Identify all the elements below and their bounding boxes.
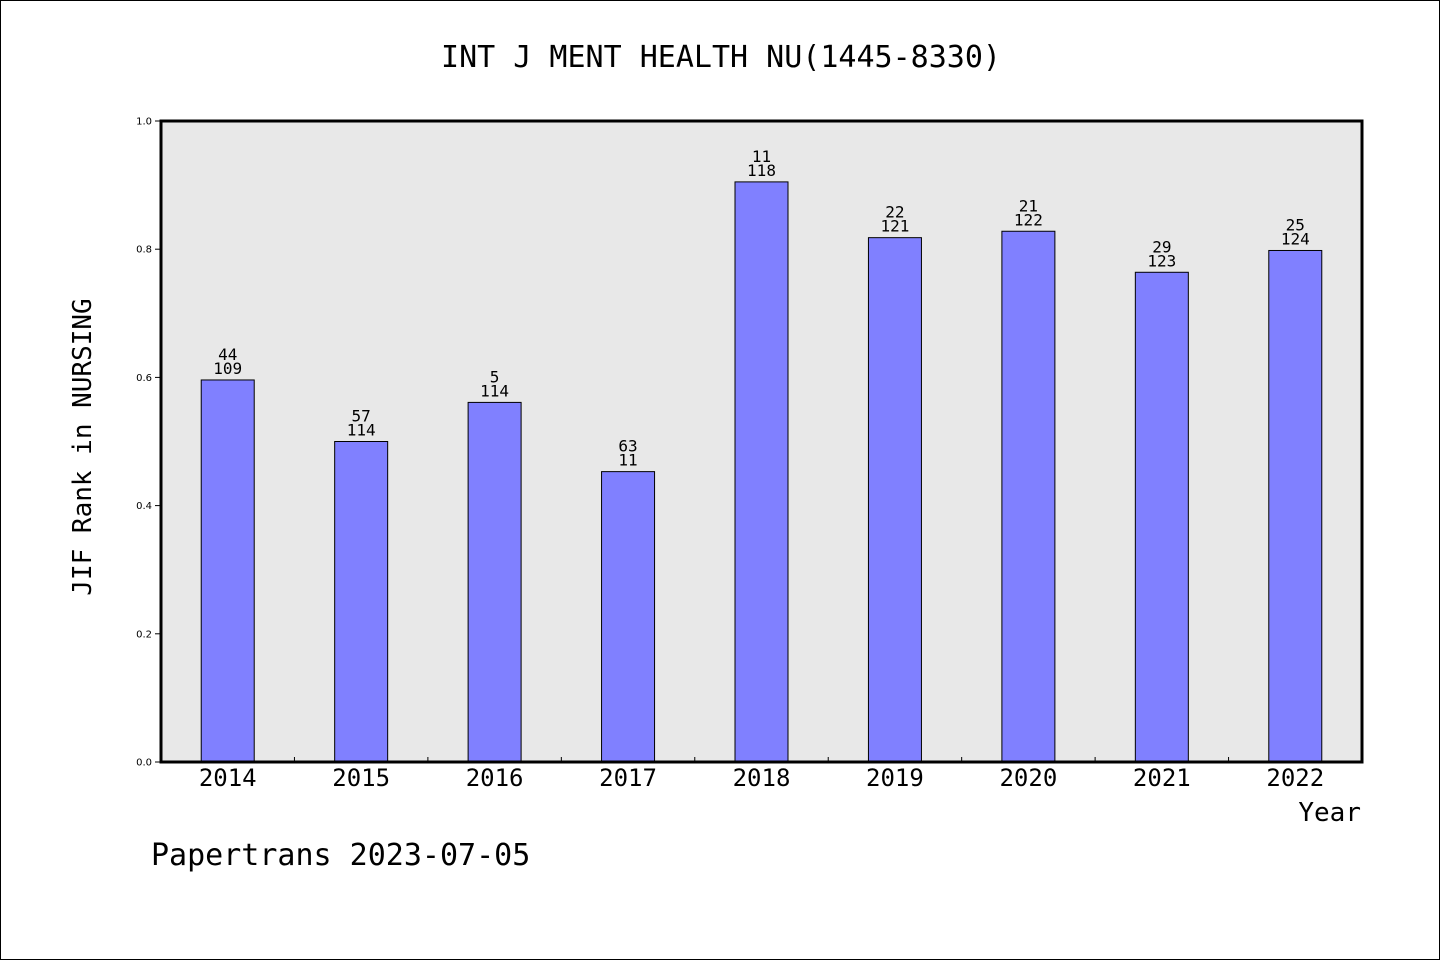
bar-total-label-2015: 114 [347, 421, 376, 440]
bar-total-label-2020: 122 [1014, 210, 1043, 229]
bar-rank-label-2014: 44 [218, 345, 237, 364]
chart-title: INT J MENT HEALTH NU(1445-8330) [441, 40, 1001, 75]
y-tick-label-0.2: 0.2 [136, 629, 152, 640]
source-footer: Papertrans 2023-07-05 [151, 838, 530, 873]
y-tick-label-0.4: 0.4 [136, 501, 152, 512]
bar-total-label-2014: 109 [213, 359, 242, 378]
bar-2020 [1001, 230, 1056, 763]
bar-rank-label-2022: 25 [1286, 215, 1305, 234]
x-tick-label-2018: 2018 [733, 764, 791, 792]
x-tick-label-2020: 2020 [999, 764, 1057, 792]
x-axis-label: Year [1298, 798, 1361, 828]
x-tick-label-2017: 2017 [599, 764, 657, 792]
y-tick-label-1.0: 1.0 [136, 117, 152, 128]
bars-group [200, 181, 1323, 763]
bar-2018 [734, 181, 789, 763]
x-tick-label-2014: 2014 [199, 764, 257, 792]
y-axis-label: JIF Rank in NURSING [68, 298, 98, 595]
bar-labels-group: 4410957114511463111111822121211222912325… [213, 147, 1309, 470]
bar-total-label-2022: 124 [1281, 229, 1310, 248]
bar-2019 [867, 237, 922, 763]
bar-2014 [200, 379, 255, 763]
bar-2015 [334, 441, 389, 763]
bar-2017 [601, 471, 656, 763]
bar-total-label-2018: 118 [747, 161, 776, 180]
bar-rank-label-2017: 63 [618, 437, 637, 456]
bar-rank-label-2015: 57 [352, 407, 371, 426]
bar-total-label-2019: 121 [880, 217, 909, 236]
y-axis: 0.0 0.2 0.4 0.6 0.8 1.0 [136, 117, 161, 769]
y-tick-label-0.8: 0.8 [136, 245, 152, 256]
bar-2021 [1134, 271, 1189, 763]
x-axis: 2014 2015 2016 2017 2018 2019 2020 2021 2022 [199, 757, 1324, 792]
plot-border [159, 119, 1364, 764]
x-tick-label-2019: 2019 [866, 764, 924, 792]
y-tick-label-0.0: 0.0 [136, 758, 152, 769]
bar-rank-label-2016: 5 [490, 367, 500, 386]
bar-rank-label-2019: 22 [885, 203, 904, 222]
bar-2016 [467, 401, 522, 763]
bar-total-label-2016: 114 [480, 381, 509, 400]
bar-total-label-2017: 11 [618, 451, 637, 470]
x-tick-label-2022: 2022 [1266, 764, 1324, 792]
y-tick-label-0.6: 0.6 [136, 373, 152, 384]
bar-total-label-2021: 123 [1147, 251, 1176, 270]
x-tick-label-2015: 2015 [332, 764, 390, 792]
bar-rank-label-2018: 11 [752, 147, 771, 166]
bar-2022 [1268, 249, 1323, 763]
x-tick-label-2016: 2016 [466, 764, 524, 792]
bar-rank-label-2021: 29 [1152, 237, 1171, 256]
bar-rank-label-2020: 21 [1019, 196, 1038, 215]
x-tick-label-2021: 2021 [1133, 764, 1191, 792]
